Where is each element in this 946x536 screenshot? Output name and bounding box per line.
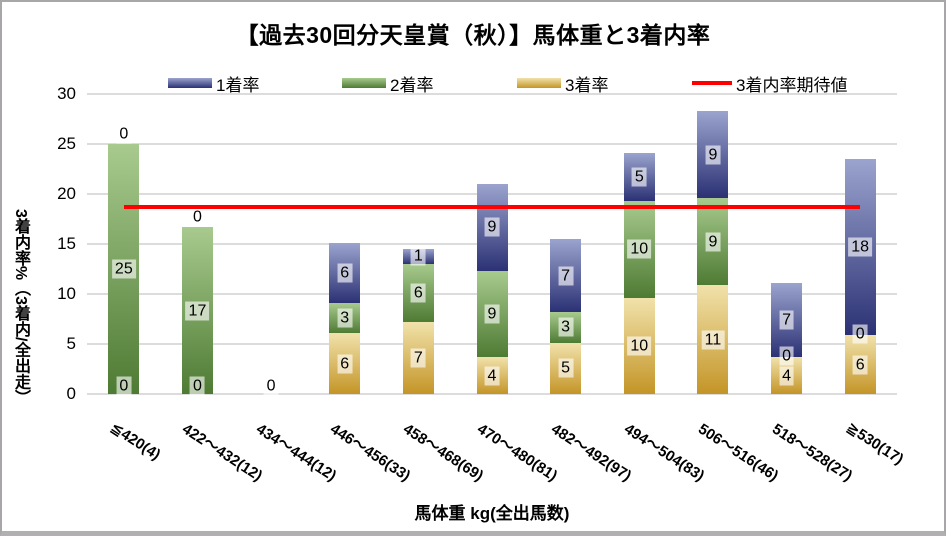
legend-item-first[interactable]: 1着率 xyxy=(168,72,260,95)
expected-value-line[interactable] xyxy=(123,205,861,209)
data-label-third-6: 5 xyxy=(558,358,574,378)
y-tick-label: 20 xyxy=(57,184,76,203)
y-tick-label: 10 xyxy=(57,284,76,303)
data-label-third-8: 11 xyxy=(701,330,725,350)
x-tick-label-7: 494～504(83) xyxy=(621,420,708,485)
data-label-second-5: 9 xyxy=(484,304,500,324)
y-tick-label: 30 xyxy=(57,84,76,103)
x-tick-label-6: 482～492(97) xyxy=(547,420,634,485)
data-label-third-9: 4 xyxy=(779,366,794,385)
first-swatch xyxy=(168,78,212,88)
data-label-first-5: 9 xyxy=(484,217,500,237)
legend-item-second[interactable]: 2着率 xyxy=(342,72,434,95)
x-tick-label-2: 434～444(12) xyxy=(253,420,340,485)
chart-title: 【過去30回分天皇賞（秋）】馬体重と3着内率 xyxy=(235,22,711,48)
data-label-third-5: 4 xyxy=(484,366,500,385)
data-label-second-10: 0 xyxy=(852,324,868,344)
y-tick-label: 5 xyxy=(66,334,76,353)
gridline xyxy=(87,93,897,95)
data-label-third-3: 6 xyxy=(337,354,353,374)
data-label-second-1: 17 xyxy=(185,301,210,321)
data-label-first-4: 1 xyxy=(410,246,426,266)
x-tick-label-3: 446～456(33) xyxy=(326,420,414,485)
x-tick-label-9: 518～528(27) xyxy=(768,420,855,485)
gridline xyxy=(87,393,897,395)
data-label-first-0: 0 xyxy=(116,124,132,144)
data-label-second-4: 6 xyxy=(410,283,426,302)
legend-item-expected[interactable]: 3着内率期待値 xyxy=(692,72,848,95)
legend: 1着率 2着率 3着率 3着内率期待値 xyxy=(2,72,944,95)
data-label-third-0: 0 xyxy=(116,376,132,396)
x-tick-label-1: 422～432(12) xyxy=(179,420,266,485)
data-label-second-7: 10 xyxy=(627,239,652,259)
legend-label: 2着率 xyxy=(390,75,434,95)
x-tick-label-10: ≧530(17) xyxy=(843,418,907,469)
plot-area: 0 25 0 0 17 0 0 6 3 6 7 6 1 4 9 9 5 3 7 10 10 5 11 9 9 4 0 7 6 0 18 xyxy=(87,93,897,396)
data-label-first-3: 6 xyxy=(337,263,353,283)
data-label-third-1: 0 xyxy=(190,376,205,396)
legend-label: 3着率 xyxy=(565,75,609,95)
expected-line-swatch xyxy=(692,81,732,85)
y-tick-label: 15 xyxy=(57,234,76,253)
data-label-first-9: 7 xyxy=(779,310,794,330)
legend-label: 3着内率期待値 xyxy=(736,75,848,95)
legend-item-third[interactable]: 3着率 xyxy=(517,72,609,95)
y-tick-label: 0 xyxy=(66,384,76,403)
data-label-third-2: 0 xyxy=(263,376,279,396)
x-tick-label-8: 506～516(46) xyxy=(695,420,782,485)
y-tick-label: 25 xyxy=(57,134,76,153)
gridline xyxy=(87,143,897,145)
data-label-third-4: 7 xyxy=(410,348,426,368)
y-axis-title: 3着内率%（3着内/全出走） xyxy=(12,208,29,406)
data-label-second-0: 25 xyxy=(111,259,136,279)
x-tick-label-4: 458～468(69) xyxy=(400,420,487,485)
third-swatch xyxy=(517,78,561,88)
second-swatch xyxy=(342,78,386,88)
x-axis-title: 馬体重 kg(全出馬数) xyxy=(414,504,570,523)
data-label-first-10: 18 xyxy=(848,237,873,257)
data-label-first-1: 0 xyxy=(190,207,205,227)
x-tick-label-0: ≦420(4) xyxy=(107,418,164,464)
legend-label: 1着率 xyxy=(216,75,260,95)
data-label-second-8: 9 xyxy=(705,232,721,252)
x-tick-label-5: 470～480(81) xyxy=(474,420,561,485)
data-label-second-6: 3 xyxy=(558,317,574,337)
data-label-first-7: 5 xyxy=(631,167,647,187)
data-label-first-8: 9 xyxy=(705,145,721,165)
data-label-third-10: 6 xyxy=(852,355,868,375)
data-label-third-7: 10 xyxy=(627,336,652,356)
data-label-first-6: 7 xyxy=(558,266,574,285)
data-label-second-3: 3 xyxy=(337,308,353,328)
data-label-second-9: 0 xyxy=(779,346,794,366)
